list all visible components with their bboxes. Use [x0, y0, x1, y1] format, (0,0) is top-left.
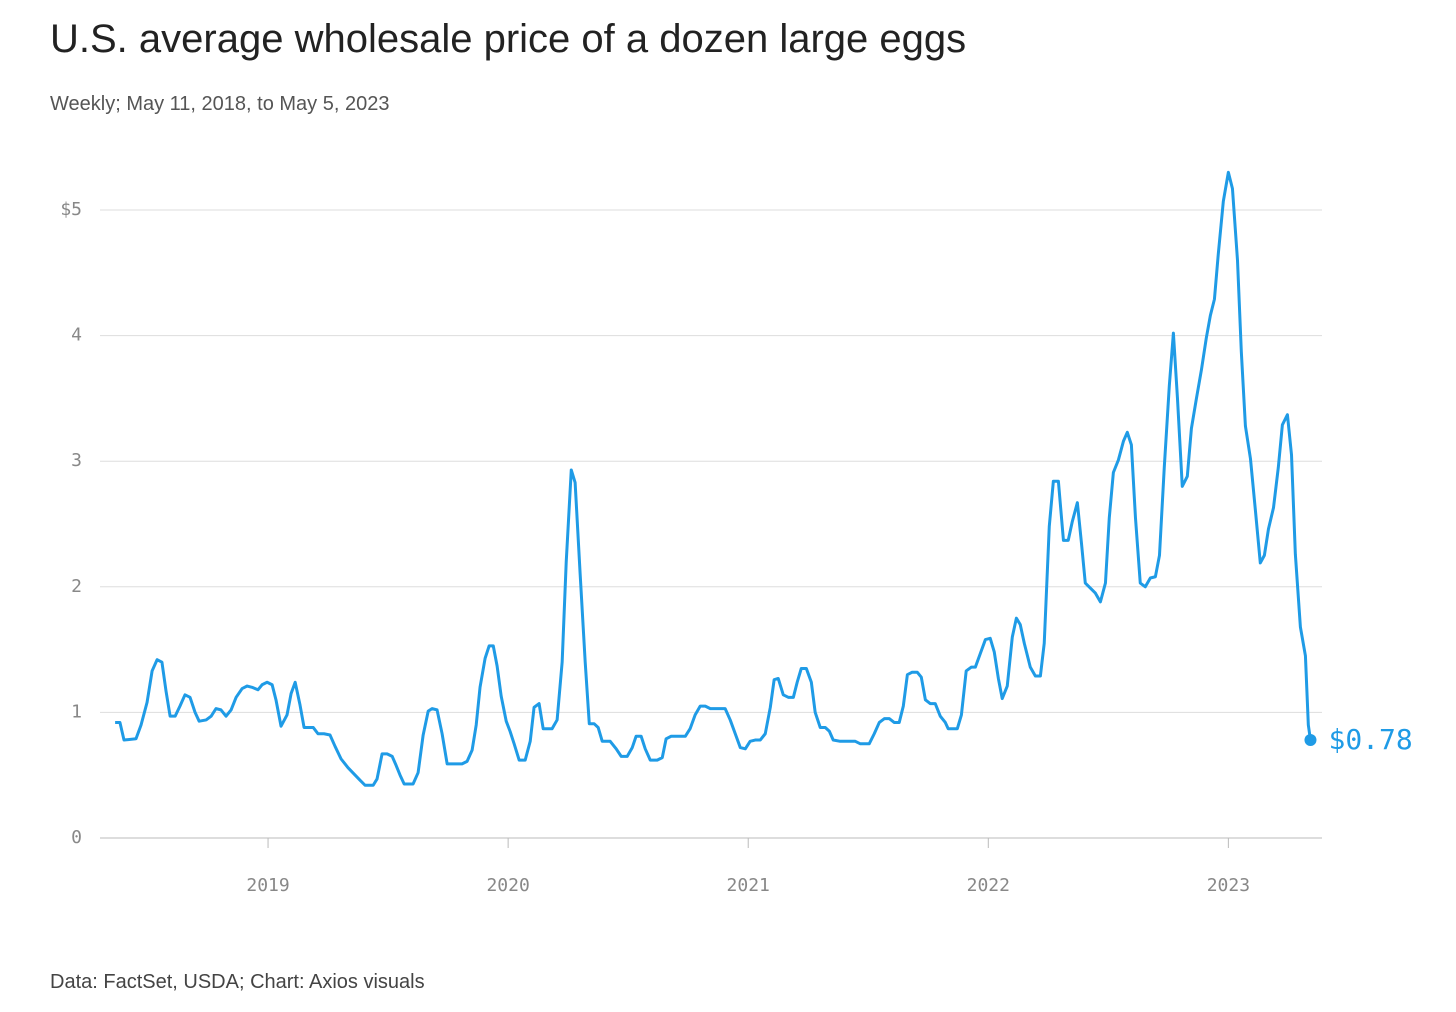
- chart-title: U.S. average wholesale price of a dozen …: [50, 17, 966, 61]
- x-tick-label: 2020: [486, 875, 529, 896]
- x-tick-label: 2021: [727, 875, 770, 896]
- y-tick-label: 3: [71, 450, 82, 471]
- y-tick-label: 4: [71, 325, 82, 346]
- y-tick-label: 1: [71, 701, 82, 722]
- source-note: Data: FactSet, USDA; Chart: Axios visual…: [50, 971, 425, 993]
- end-point: [1304, 734, 1317, 747]
- value-label: $0.78: [1328, 723, 1412, 756]
- y-tick-label: 0: [71, 827, 82, 848]
- x-tick-label: 2022: [967, 875, 1010, 896]
- x-tick-label: 2019: [246, 875, 289, 896]
- y-tick-label: 2: [71, 576, 82, 597]
- price-line: [115, 170, 1312, 787]
- x-tick-label: 2023: [1207, 875, 1250, 896]
- y-tick-label: $5: [60, 199, 82, 220]
- chart-subtitle: Weekly; May 11, 2018, to May 5, 2023: [50, 93, 389, 115]
